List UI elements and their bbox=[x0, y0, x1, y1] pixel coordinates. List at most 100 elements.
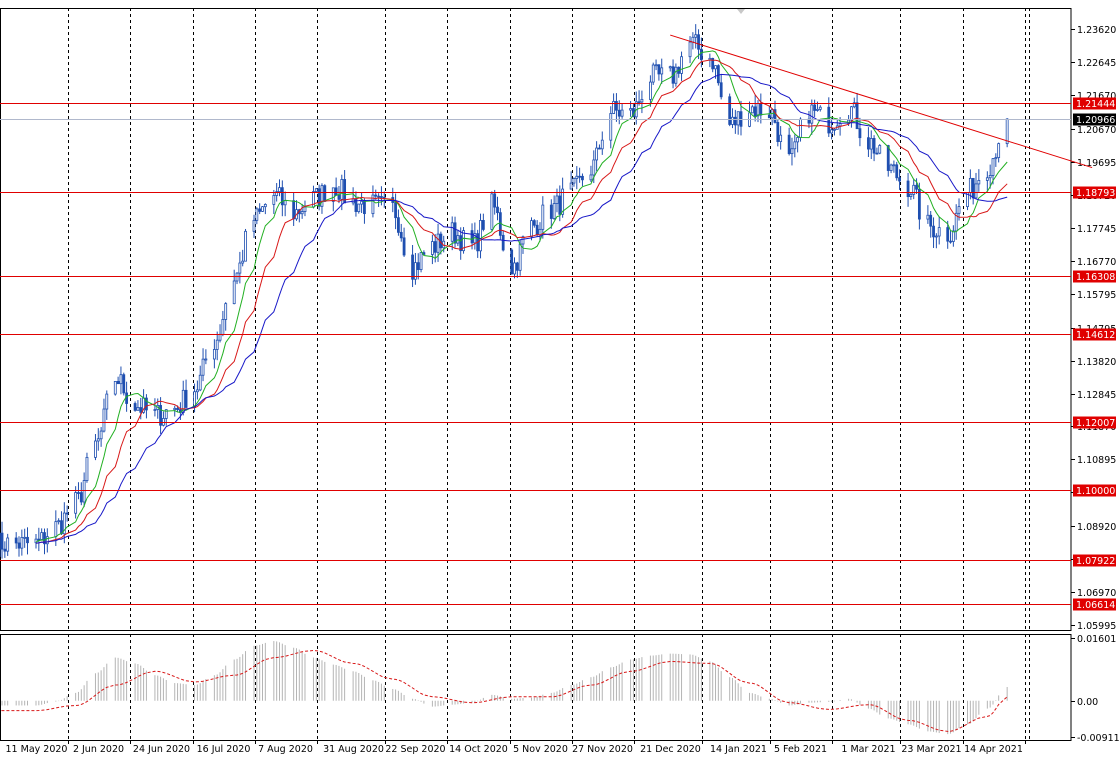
candle-body bbox=[892, 164, 896, 167]
candle-body bbox=[430, 241, 434, 255]
candle-body bbox=[756, 102, 760, 117]
price-pane: 1.23620 1.22645 1.21670 1.20670 1.19695 1.187… bbox=[0, 8, 1116, 632]
time-tick-label: 5 Nov 2020 bbox=[513, 744, 568, 755]
candle-body bbox=[810, 104, 814, 124]
candle-body bbox=[337, 194, 341, 200]
candle-body bbox=[790, 148, 794, 155]
candle-body bbox=[637, 101, 641, 104]
candle-body bbox=[363, 200, 366, 215]
candle-body bbox=[201, 358, 205, 376]
candle-body bbox=[694, 34, 698, 38]
candle-body bbox=[62, 512, 66, 535]
candle-body bbox=[629, 108, 632, 111]
candle-body bbox=[850, 106, 853, 121]
candle-body bbox=[569, 182, 573, 190]
price-tick-label: 1.05995 bbox=[1077, 621, 1116, 632]
candle-body bbox=[691, 36, 695, 43]
price-tick-label: 1.13820 bbox=[1077, 357, 1116, 368]
candle-body bbox=[176, 407, 179, 410]
candle-body bbox=[697, 34, 700, 50]
candle-body bbox=[600, 139, 604, 150]
candle-body bbox=[371, 194, 375, 215]
candle-body bbox=[40, 532, 44, 540]
price-level-label: 1.06614 bbox=[1076, 600, 1115, 611]
candle-body bbox=[320, 185, 324, 207]
candle-body bbox=[558, 195, 562, 215]
candle-body bbox=[615, 101, 618, 111]
candle-body bbox=[119, 374, 123, 385]
candle-body bbox=[779, 134, 783, 142]
candle-body bbox=[496, 206, 499, 214]
candle-body bbox=[651, 64, 655, 83]
candle-body bbox=[572, 178, 576, 184]
candle-body bbox=[937, 227, 941, 237]
candle-body bbox=[649, 81, 652, 100]
candle-body bbox=[145, 397, 148, 411]
price-tick-label: 1.22645 bbox=[1077, 58, 1116, 69]
candle-body bbox=[776, 122, 780, 142]
candle-body bbox=[501, 234, 505, 251]
candle-body bbox=[532, 220, 536, 226]
price-pane-frame bbox=[0, 8, 1072, 631]
candle-body bbox=[433, 241, 437, 253]
candle-body bbox=[419, 252, 423, 270]
time-tick-label: 14 Apr 2021 bbox=[964, 744, 1023, 755]
candle-body bbox=[869, 138, 873, 150]
candle-body bbox=[173, 407, 177, 411]
price-tick-label: 1.17745 bbox=[1077, 224, 1116, 235]
candle-body bbox=[818, 106, 822, 110]
candle-body bbox=[493, 193, 497, 208]
candle-body bbox=[680, 56, 683, 74]
candle-body bbox=[164, 409, 168, 419]
candle-body bbox=[617, 109, 621, 117]
candle-body bbox=[224, 303, 228, 320]
time-tick-label: 22 Sep 2020 bbox=[385, 744, 445, 755]
candle-body bbox=[399, 231, 403, 239]
time-tick-label: 1 Mar 2021 bbox=[841, 744, 895, 755]
candle-body bbox=[716, 65, 720, 84]
candle-body bbox=[753, 106, 757, 117]
time-tick-label: 23 Mar 2021 bbox=[901, 744, 961, 755]
candle-body bbox=[541, 204, 545, 230]
candle-body bbox=[340, 179, 344, 200]
candle-body bbox=[255, 208, 259, 221]
candle-body bbox=[555, 195, 559, 204]
candle-body bbox=[113, 380, 117, 395]
time-tick-label: 16 Jul 2020 bbox=[197, 744, 251, 755]
candle-body bbox=[54, 521, 58, 538]
candle-body bbox=[640, 98, 644, 103]
candle-body bbox=[957, 206, 961, 214]
price-tick-label: 1.19695 bbox=[1077, 158, 1116, 169]
candle-body bbox=[714, 65, 717, 70]
candle-body bbox=[490, 193, 494, 230]
price-level-label: 1.14612 bbox=[1076, 330, 1115, 341]
candle-body bbox=[994, 157, 998, 160]
candle-body bbox=[951, 230, 955, 242]
candle-body bbox=[411, 254, 414, 280]
price-level-badge bbox=[1073, 328, 1116, 341]
price-level-label: 1.12007 bbox=[1076, 418, 1115, 429]
candle-body bbox=[595, 147, 599, 161]
candle-body bbox=[518, 243, 522, 271]
candle-body bbox=[215, 339, 219, 350]
candle-body bbox=[598, 147, 601, 150]
candle-body bbox=[620, 109, 624, 117]
oscillator-pane: 0.01601 0.00 -0.009117 bbox=[0, 634, 1120, 744]
candle-body bbox=[816, 108, 819, 111]
candle-body bbox=[263, 204, 267, 208]
candle-body bbox=[212, 349, 216, 360]
candle-body bbox=[162, 418, 165, 426]
candle-body bbox=[852, 102, 856, 108]
price-level-label: 1.16308 bbox=[1076, 272, 1115, 283]
candle-body bbox=[549, 204, 553, 219]
candle-body bbox=[934, 235, 938, 238]
candle-body bbox=[99, 430, 103, 440]
price-tick-label: 1.20670 bbox=[1077, 125, 1116, 136]
candle-body bbox=[377, 195, 380, 198]
candle-body bbox=[552, 203, 556, 219]
candle-body bbox=[133, 403, 137, 411]
candle-body bbox=[991, 158, 995, 176]
candle-body bbox=[275, 191, 279, 196]
candle-body bbox=[767, 114, 771, 119]
macd-histogram bbox=[1, 641, 1008, 735]
